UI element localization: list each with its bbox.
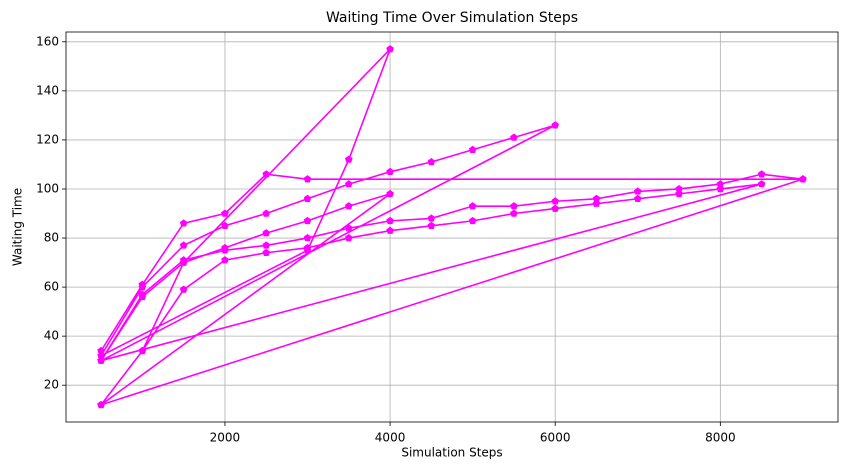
data-point: [221, 246, 229, 254]
data-point: [633, 194, 642, 203]
x-tick-label: 4000: [375, 431, 406, 445]
data-point: [138, 346, 147, 355]
data-point: [510, 209, 518, 217]
data-point: [221, 256, 229, 264]
data-point: [138, 290, 147, 298]
y-tick-label: 100: [36, 181, 59, 195]
data-point: [303, 234, 312, 242]
x-tick-label: 6000: [540, 431, 571, 445]
data-point: [427, 214, 436, 222]
data-point: [551, 204, 560, 212]
data-point: [344, 202, 353, 210]
data-point: [675, 184, 683, 193]
y-tick-label: 140: [36, 83, 59, 97]
data-point: [427, 158, 436, 166]
data-point: [510, 133, 518, 141]
chart-title: Waiting Time Over Simulation Steps: [326, 10, 578, 26]
data-point: [303, 246, 312, 254]
y-tick-label: 40: [44, 329, 59, 343]
data-point: [510, 202, 518, 210]
y-tick-label: 120: [36, 132, 59, 146]
data-point: [97, 356, 105, 364]
x-tick-label: 2000: [210, 431, 241, 445]
data-point: [179, 256, 188, 264]
y-tick-label: 160: [36, 34, 59, 48]
y-axis-label: Waiting Time: [11, 188, 25, 266]
data-point: [221, 221, 229, 230]
x-tick-label: 8000: [705, 431, 736, 445]
data-point: [344, 224, 353, 232]
data-point: [468, 216, 477, 225]
data-point: [262, 209, 271, 217]
plot-frame: [65, 31, 839, 423]
data-point: [757, 180, 766, 188]
data-point: [633, 187, 642, 195]
data-point: [757, 170, 766, 178]
data-point: [262, 241, 271, 249]
data-point: [386, 189, 394, 198]
data-point: [179, 219, 188, 227]
data-point: [138, 283, 147, 291]
data-point: [344, 234, 353, 242]
data-point: [221, 209, 229, 217]
data-point: [799, 175, 807, 183]
data-point: [551, 197, 560, 205]
data-line: [98, 48, 804, 407]
data-point: [303, 194, 312, 203]
y-tick-label: 80: [44, 231, 59, 245]
data-point: [303, 175, 312, 183]
data-point: [97, 351, 105, 360]
data-point: [551, 121, 560, 129]
data-point: [386, 226, 394, 234]
data-point: [97, 400, 105, 409]
data-point: [262, 248, 271, 256]
data-point: [386, 167, 394, 176]
data-point: [179, 241, 188, 249]
data-point: [592, 194, 601, 203]
data-point: [344, 180, 353, 188]
x-axis-label: Simulation Steps: [401, 446, 502, 460]
data-point: [427, 221, 436, 230]
data-point: [262, 229, 271, 237]
data-point: [716, 180, 725, 188]
data-point: [303, 216, 312, 225]
data-point: [97, 346, 105, 355]
data-point: [386, 216, 394, 225]
y-tick-label: 60: [44, 280, 59, 294]
data-point: [468, 202, 477, 210]
data-point: [179, 285, 188, 293]
data-point: [468, 145, 477, 153]
data-point: [344, 155, 353, 163]
data-point: [386, 45, 394, 53]
data-point: [262, 170, 271, 178]
y-tick-label: 20: [44, 378, 59, 392]
